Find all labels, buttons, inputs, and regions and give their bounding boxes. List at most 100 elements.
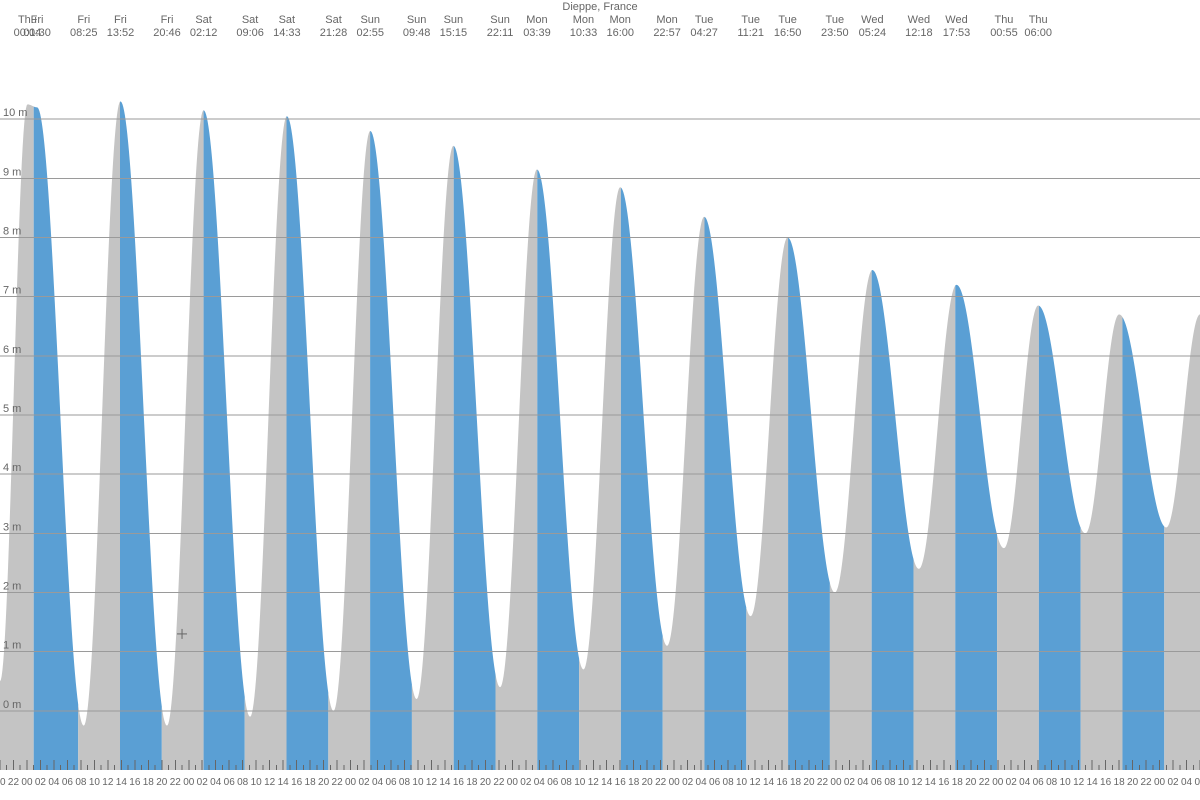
x-hour-label: 00: [992, 777, 1004, 788]
header-time-label: 10:33: [570, 27, 598, 39]
header-time-label: 04:27: [690, 27, 718, 39]
y-tick-label: 7 m: [3, 285, 21, 297]
x-hour-label: 00: [183, 777, 195, 788]
x-hour-label: 08: [75, 777, 87, 788]
x-hour-label: 06: [224, 777, 236, 788]
x-hour-label: 20: [318, 777, 330, 788]
x-hour-label: 06: [547, 777, 559, 788]
header-day-label: Sun: [407, 14, 427, 26]
header-day-label: Sun: [360, 14, 380, 26]
header-time-label: 06:00: [1024, 27, 1052, 39]
tide-area-segment: [204, 110, 245, 770]
tide-area-segment: [1164, 314, 1200, 770]
x-hour-label: 08: [399, 777, 411, 788]
header-day-label: Wed: [908, 14, 930, 26]
x-hour-label: 02: [1167, 777, 1179, 788]
x-hour-label: 06: [871, 777, 883, 788]
tide-area-segment: [704, 217, 746, 770]
tide-area-segment: [663, 217, 705, 770]
header-time-label: 14:33: [273, 27, 301, 39]
header-time-label: 09:06: [236, 27, 264, 39]
tide-area-segment: [746, 238, 788, 770]
header-day-label: Tue: [695, 14, 714, 26]
tide-area-segment: [872, 270, 914, 770]
y-tick-label: 10 m: [3, 107, 27, 119]
x-hour-label: 06: [385, 777, 397, 788]
x-hour-label: 18: [790, 777, 802, 788]
header-time-label: 17:53: [943, 27, 971, 39]
x-hour-label: 22: [332, 777, 344, 788]
header-time-label: 11:21: [737, 27, 764, 39]
x-hour-label: 08: [561, 777, 573, 788]
x-hour-label: 08: [723, 777, 735, 788]
x-hour-label: 00: [21, 777, 33, 788]
header-day-label: Sat: [325, 14, 342, 26]
header-day-label: Tue: [826, 14, 845, 26]
tide-area-segment: [370, 131, 412, 770]
header-day-label: Fri: [77, 14, 90, 26]
y-tick-label: 6 m: [3, 344, 21, 356]
x-hour-label: 18: [952, 777, 964, 788]
x-hour-label: 16: [129, 777, 141, 788]
x-hour-label: 16: [776, 777, 788, 788]
header-time-label: 20:46: [153, 27, 181, 39]
x-hour-label: 20: [642, 777, 654, 788]
x-hour-label: 16: [938, 777, 950, 788]
x-hour-label: 00: [507, 777, 519, 788]
x-hour-label: 22: [655, 777, 667, 788]
tide-area-segment: [830, 270, 872, 770]
header-time-label: 09:48: [403, 27, 431, 39]
x-hour-label: 18: [466, 777, 478, 788]
header-time-label: 02:12: [190, 27, 218, 39]
header-day-label: Thu: [1029, 14, 1048, 26]
x-hour-label: 04: [534, 777, 546, 788]
tide-area-segment: [412, 146, 454, 770]
x-hour-label: 02: [844, 777, 856, 788]
x-hour-label: 02: [197, 777, 209, 788]
header-day-label: Mon: [610, 14, 631, 26]
tide-area-segment: [34, 107, 78, 770]
x-hour-label: 04: [1181, 777, 1193, 788]
x-hour-label: 22: [8, 777, 20, 788]
header-time-label: 13:52: [107, 27, 135, 39]
tide-area-segment: [621, 187, 663, 770]
x-hour-label: 04: [857, 777, 869, 788]
x-hour-label: 16: [291, 777, 303, 788]
x-hour-label: 02: [358, 777, 370, 788]
header-day-label: Fri: [31, 14, 44, 26]
header-time-label: 15:15: [440, 27, 468, 39]
tide-area-segment: [162, 110, 204, 770]
x-hour-label: 08: [884, 777, 896, 788]
header-day-label: Tue: [778, 14, 797, 26]
x-hour-label: 10: [898, 777, 910, 788]
header-day-label: Wed: [861, 14, 883, 26]
tide-area-segment: [955, 285, 997, 770]
x-hour-label: 20: [965, 777, 977, 788]
x-hour-label: 20: [803, 777, 815, 788]
header-time-label: 22:11: [487, 27, 514, 39]
x-hour-label: 04: [48, 777, 60, 788]
tide-area-segment: [1039, 306, 1081, 770]
header-day-label: Sat: [279, 14, 296, 26]
x-hour-label: 20: [0, 777, 6, 788]
x-hour-label: 16: [1100, 777, 1112, 788]
x-hour-label: 12: [588, 777, 600, 788]
x-hour-label: 14: [763, 777, 775, 788]
x-hour-label: 18: [628, 777, 640, 788]
header-time-label: 23:50: [821, 27, 849, 39]
header-day-label: Fri: [161, 14, 174, 26]
y-tick-label: 3 m: [3, 521, 21, 533]
header-time-label: 02:55: [356, 27, 384, 39]
x-hour-label: 12: [426, 777, 438, 788]
x-hour-label: 18: [143, 777, 155, 788]
tide-area-segment: [496, 169, 538, 770]
x-hour-label: 10: [574, 777, 586, 788]
header-time-label: 22:57: [653, 27, 681, 39]
chart-title: Dieppe, France: [562, 1, 637, 13]
y-tick-label: 9 m: [3, 166, 21, 178]
x-hour-label: 04: [696, 777, 708, 788]
tide-area-segment: [245, 116, 287, 770]
x-hour-label: 04: [1019, 777, 1031, 788]
x-hour-label: 20: [480, 777, 492, 788]
y-tick-label: 8 m: [3, 226, 21, 238]
